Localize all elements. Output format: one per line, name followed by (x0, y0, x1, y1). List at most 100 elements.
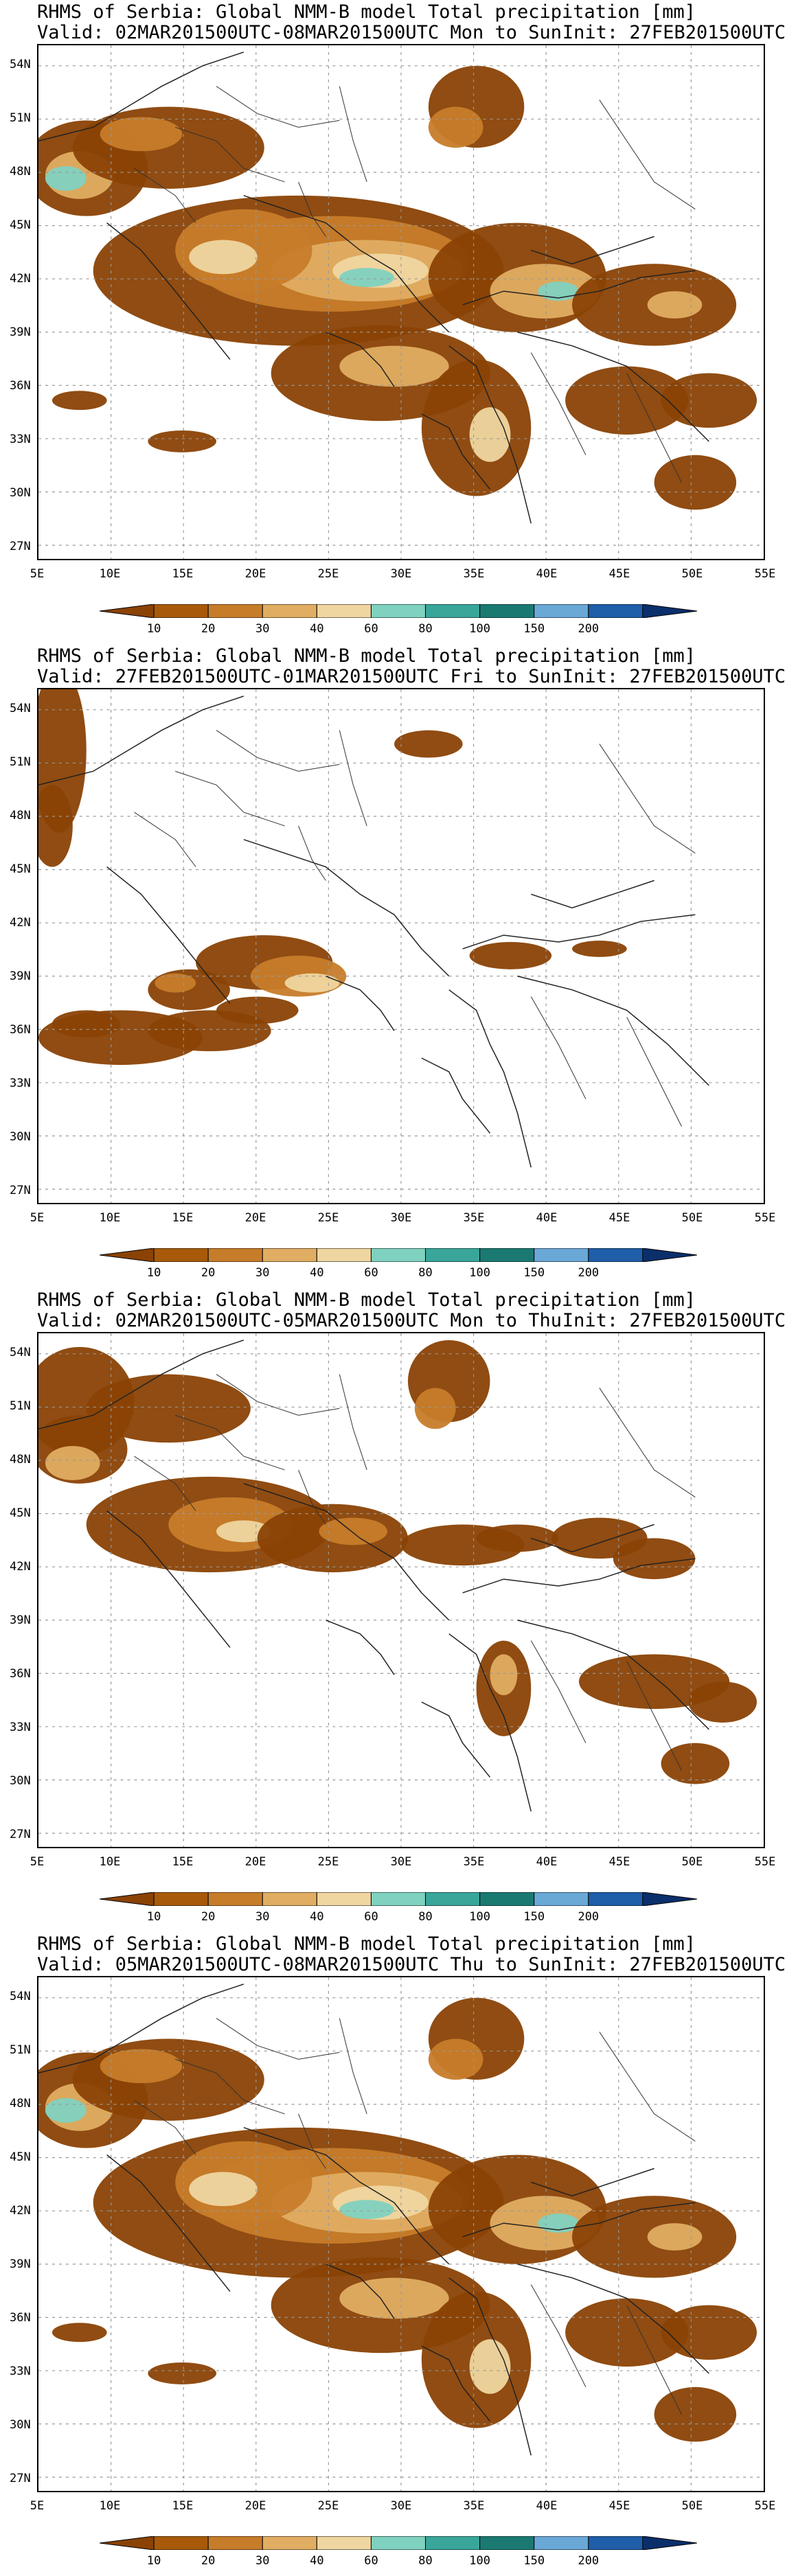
init-time: Init: 27FEB201500UTC (562, 666, 786, 687)
coastline (531, 235, 654, 265)
latitude-label: 48N (10, 1453, 31, 1467)
colorbar-label: 10 (146, 622, 161, 636)
colorbar-label: 10 (146, 2554, 161, 2568)
precipitation-area (100, 2049, 183, 2084)
longitude-label: 45E (608, 567, 630, 581)
longitude-label: 20E (244, 567, 266, 581)
country-border (626, 1661, 682, 1771)
country-border (339, 2018, 367, 2115)
colorbar-swatch (316, 1248, 372, 1262)
latitude-label: 51N (10, 755, 31, 769)
longitude-label: 50E (681, 567, 703, 581)
precipitation-map (37, 688, 765, 1204)
colorbar-swatch (316, 2536, 372, 2550)
colorbar-max-arrow (642, 1892, 697, 1906)
longitude-label: 10E (99, 1211, 121, 1225)
precipitation-area (189, 2172, 258, 2207)
country-border (339, 730, 367, 827)
longitude-label: 35E (463, 2499, 485, 2513)
longitude-label: 50E (681, 2499, 703, 2513)
longitude-label: 5E (30, 2499, 45, 2513)
colorbar-label: 200 (578, 2554, 600, 2568)
colorbar-label: 80 (418, 1910, 433, 1924)
colorbar-swatch (153, 1892, 209, 1906)
colorbar-swatch (370, 2536, 426, 2550)
colorbar-swatch (479, 604, 535, 618)
country-border (298, 181, 326, 237)
colorbar-swatch (425, 2536, 481, 2550)
longitude-label: 30E (390, 1211, 412, 1225)
coastline (326, 332, 395, 387)
precipitation-area (428, 2038, 483, 2080)
colorbar-label: 60 (364, 1266, 378, 1280)
coastline (106, 2154, 231, 2292)
colorbar-label: 30 (255, 1266, 270, 1280)
latitude-label: 36N (10, 1667, 31, 1681)
precipitation-area (654, 2387, 737, 2442)
panel-title: RHMS of Serbia: Global NMM-B model Total… (37, 1289, 696, 1311)
precipitation-area (148, 430, 217, 452)
coastline (421, 1057, 491, 1134)
colorbar-swatch (534, 1248, 589, 1262)
latitude-label: 54N (10, 702, 31, 715)
precipitation-area (339, 2277, 449, 2319)
country-border (530, 996, 586, 1100)
longitude-label: 15E (172, 2499, 194, 2513)
longitude-label: 40E (536, 1855, 558, 1869)
panel-title: RHMS of Serbia: Global NMM-B model Total… (37, 645, 696, 667)
longitude-label: 5E (30, 1855, 45, 1869)
precipitation-area (45, 2098, 87, 2123)
precipitation-area (661, 2305, 757, 2360)
coastline (531, 879, 654, 909)
colorbar-swatch (588, 1892, 643, 1906)
colorbar-label: 60 (364, 622, 378, 636)
colorbar-swatch (316, 1892, 372, 1906)
coastline (517, 2264, 709, 2374)
colorbar-max-arrow (642, 604, 697, 618)
latitude-label: 45N (10, 1506, 31, 1520)
country-border (216, 1374, 340, 1416)
country-border (175, 126, 285, 183)
precipitation-area (339, 345, 449, 387)
colorbar-swatch (588, 2536, 643, 2550)
longitude-label: 50E (681, 1855, 703, 1869)
colorbar-swatch (207, 2536, 263, 2550)
longitude-label: 10E (99, 2499, 121, 2513)
colorbar-label: 10 (146, 1910, 161, 1924)
country-border (339, 1374, 367, 1471)
colorbar-swatch (588, 604, 643, 618)
longitude-label: 50E (681, 1211, 703, 1225)
valid-period: Valid: 27FEB201500UTC-01MAR201500UTC Fri… (37, 666, 562, 687)
longitude-label: 25E (317, 1855, 339, 1869)
colorbar-label: 30 (255, 622, 270, 636)
colorbar-label: 100 (469, 622, 490, 636)
country-border (298, 2113, 326, 2169)
colorbar-label: 200 (578, 1266, 600, 1280)
country-border (298, 825, 326, 881)
latitude-label: 36N (10, 2311, 31, 2325)
coastline (462, 914, 696, 950)
precipitation-area (414, 1388, 456, 1429)
colorbar-label: 40 (310, 622, 324, 636)
latitude-label: 54N (10, 1346, 31, 1359)
coastline (421, 2345, 491, 2422)
country-border (339, 86, 367, 183)
country-border (530, 352, 586, 456)
colorbar-min-arrow (100, 604, 155, 618)
coastline (326, 1620, 395, 1675)
colorbar-swatch (370, 604, 426, 618)
longitude-label: 25E (317, 1211, 339, 1225)
colorbar-label: 100 (469, 1266, 490, 1280)
forecast-panel: RHMS of Serbia: Global NMM-B model Total… (0, 644, 798, 1288)
colorbar-swatch (479, 1248, 535, 1262)
colorbar-swatch (207, 1892, 263, 1906)
country-border (134, 1456, 196, 1511)
coastline (531, 1523, 654, 1553)
coastline (517, 976, 709, 1086)
colorbar-label: 20 (201, 1266, 216, 1280)
longitude-label: 55E (754, 2499, 776, 2513)
precipitation-area (339, 2200, 395, 2220)
colorbar-swatch (425, 1892, 481, 1906)
latitude-label: 48N (10, 165, 31, 179)
precipitation-area (284, 973, 340, 993)
